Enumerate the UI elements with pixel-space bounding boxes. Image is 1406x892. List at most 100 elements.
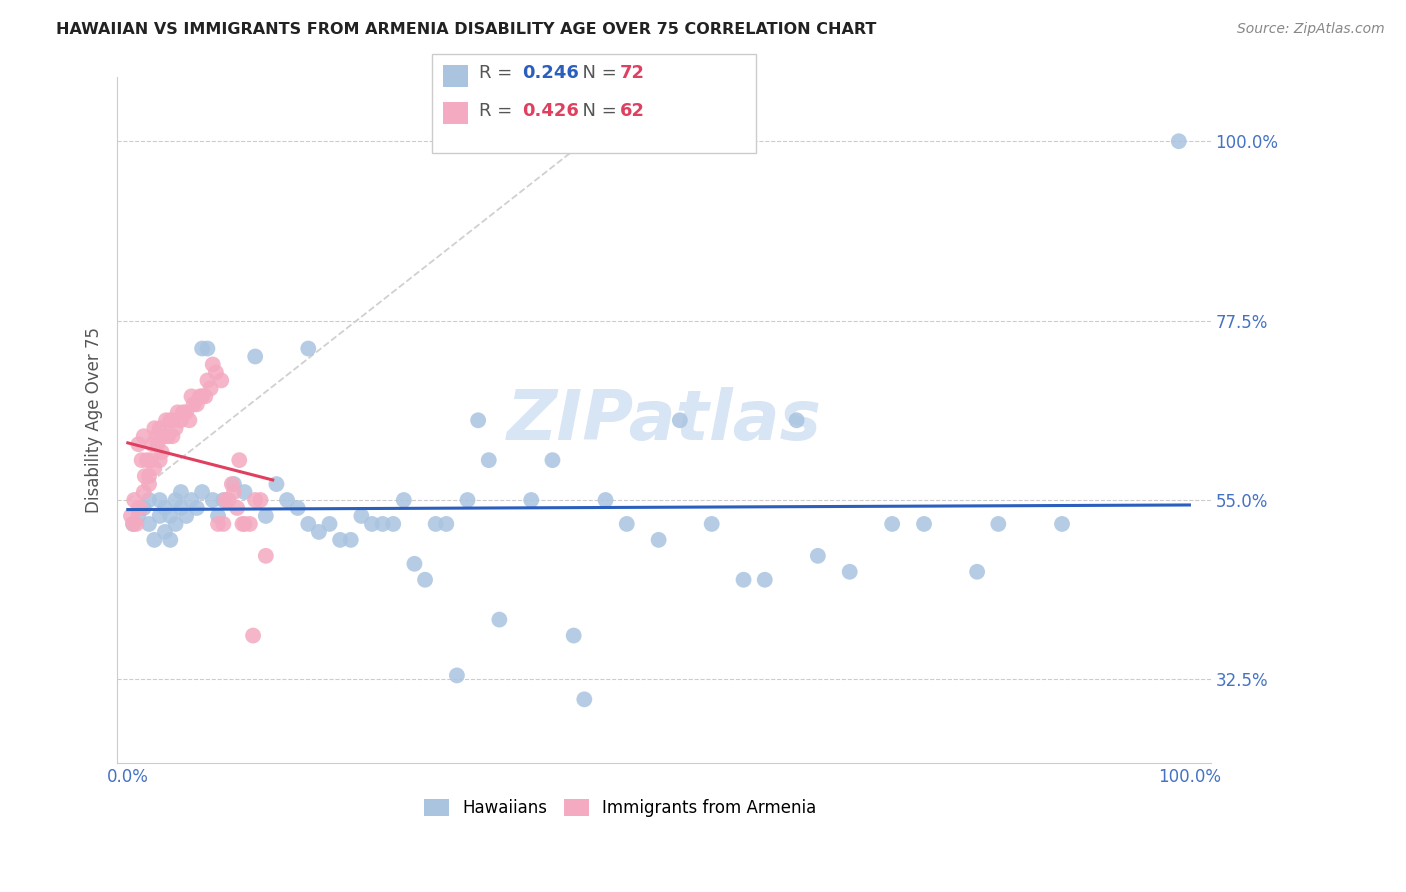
Point (912, 516, 935, 531)
Point (201, 358, 224, 372)
Point (159, 508, 181, 523)
Point (205, 366, 228, 380)
Point (754, 573, 776, 587)
Point (197, 342, 219, 356)
Point (153, 524, 176, 539)
Point (207, 516, 229, 531)
Point (207, 508, 229, 523)
Text: HAWAIIAN VS IMMIGRANTS FROM ARMENIA DISABILITY AGE OVER 75 CORRELATION CHART: HAWAIIAN VS IMMIGRANTS FROM ARMENIA DISA… (56, 22, 876, 37)
Point (138, 516, 160, 531)
Point (146, 437, 169, 451)
Point (669, 413, 692, 427)
Point (127, 508, 149, 523)
Point (122, 493, 145, 508)
Point (242, 629, 264, 643)
Point (276, 493, 298, 508)
Point (212, 516, 235, 531)
Point (700, 516, 723, 531)
Point (214, 493, 236, 508)
Point (157, 429, 180, 443)
Point (329, 533, 352, 547)
Point (1050, 516, 1073, 531)
Legend: Hawaiians, Immigrants from Armenia: Hawaiians, Immigrants from Armenia (418, 792, 823, 823)
Text: 0.426: 0.426 (522, 102, 578, 120)
Point (520, 493, 543, 508)
Point (574, 692, 596, 706)
Point (249, 493, 271, 508)
Point (254, 508, 277, 523)
Point (125, 516, 148, 531)
Point (308, 524, 330, 539)
Point (595, 493, 617, 508)
Text: 72: 72 (620, 64, 645, 82)
Point (231, 516, 253, 531)
Text: R =: R = (479, 64, 519, 82)
Point (132, 429, 155, 443)
Point (149, 508, 172, 523)
Text: N =: N = (571, 64, 623, 82)
Point (297, 342, 319, 356)
Point (786, 413, 808, 427)
Point (222, 485, 245, 500)
Point (180, 389, 202, 403)
Y-axis label: Disability Age Over 75: Disability Age Over 75 (86, 327, 103, 513)
Point (807, 549, 830, 563)
Point (371, 516, 394, 531)
Point (179, 413, 201, 427)
Text: N =: N = (571, 102, 623, 120)
Point (186, 397, 208, 411)
Point (170, 500, 193, 515)
Point (153, 429, 176, 443)
Point (254, 549, 277, 563)
Point (149, 493, 172, 508)
Point (135, 453, 157, 467)
Point (413, 573, 436, 587)
Point (149, 421, 172, 435)
Point (287, 500, 309, 515)
Point (209, 373, 232, 387)
Point (155, 413, 177, 427)
Text: 62: 62 (620, 102, 645, 120)
Point (233, 485, 256, 500)
Point (145, 429, 167, 443)
Point (1167, 134, 1189, 148)
Point (318, 516, 340, 531)
Point (733, 573, 755, 587)
Point (120, 508, 142, 523)
Point (174, 405, 197, 419)
Point (222, 477, 245, 491)
Point (165, 493, 187, 508)
Point (350, 508, 373, 523)
Point (478, 453, 501, 467)
Point (165, 421, 187, 435)
Point (239, 516, 262, 531)
Point (339, 533, 361, 547)
Point (170, 413, 193, 427)
Point (218, 493, 240, 508)
Point (616, 516, 638, 531)
Point (966, 565, 988, 579)
Point (392, 493, 415, 508)
Point (162, 413, 184, 427)
Point (404, 557, 426, 571)
Point (297, 516, 319, 531)
Point (882, 516, 904, 531)
Point (172, 405, 194, 419)
Point (200, 381, 222, 395)
Point (159, 533, 181, 547)
Point (425, 516, 447, 531)
Point (382, 516, 405, 531)
Point (987, 516, 1010, 531)
Point (127, 437, 149, 451)
Point (129, 500, 152, 515)
Point (153, 500, 176, 515)
Point (188, 389, 211, 403)
Point (233, 516, 256, 531)
Point (186, 500, 208, 515)
Point (647, 533, 669, 547)
Point (138, 469, 160, 483)
Point (562, 629, 585, 643)
Point (446, 668, 468, 682)
Point (149, 453, 172, 467)
Point (152, 429, 174, 443)
